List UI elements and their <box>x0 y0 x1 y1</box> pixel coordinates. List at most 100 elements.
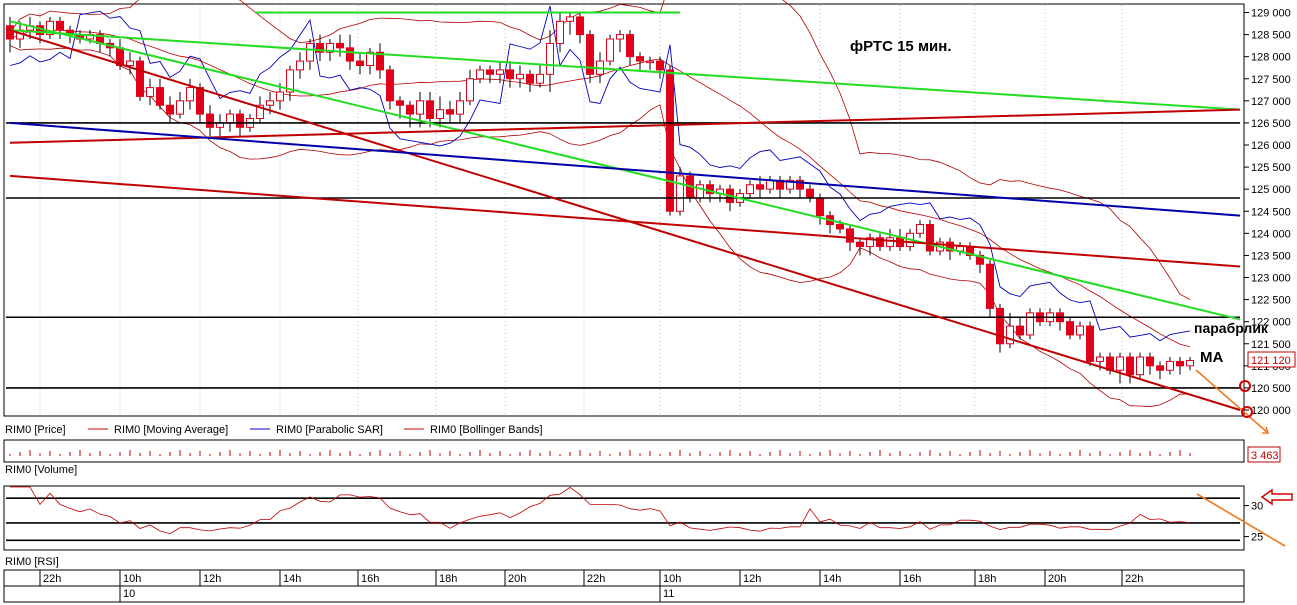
bull-candle <box>326 42 334 53</box>
price-tick-label: 126 500 <box>1251 118 1291 130</box>
bull-candle <box>436 109 444 119</box>
bull-candle <box>516 73 524 80</box>
price-tick-label: 125 000 <box>1251 184 1291 196</box>
legend-moving-average: RIM0 [Moving Average] <box>114 424 228 436</box>
bear-candle <box>6 25 14 40</box>
bear-candle <box>426 100 434 120</box>
time-tick-label: 12h <box>743 573 761 585</box>
rsi-line <box>10 486 1191 535</box>
price-tick-label: 122 500 <box>1251 295 1291 307</box>
bear-candle <box>206 113 214 128</box>
volume-last-label: 3 463 <box>1251 450 1279 462</box>
parabolic-annotation: парабрлик <box>1194 320 1269 336</box>
legend-bollinger-bands: RIM0 [Bollinger Bands] <box>430 424 543 436</box>
bear-candle <box>136 60 144 97</box>
bull-candle <box>306 42 314 62</box>
bull-candle <box>126 60 134 66</box>
red-trendline-rising <box>9 108 1241 144</box>
bear-candle <box>336 42 344 49</box>
price-tick-label: 125 500 <box>1251 162 1291 174</box>
bear-candle <box>1066 321 1074 336</box>
bull-candle <box>1006 325 1014 345</box>
bear-candle <box>236 113 244 128</box>
bear-candle <box>856 241 864 248</box>
bear-candle <box>166 104 174 115</box>
legend-parabolic-sar: RIM0 [Parabolic SAR] <box>276 424 383 436</box>
parabolic-sar-line <box>9 5 1191 342</box>
bear-candle <box>816 197 824 217</box>
blue-trendline <box>9 121 1241 217</box>
bear-candle <box>316 42 324 53</box>
price-tick-label: 128 000 <box>1251 52 1291 64</box>
red-trendline-lower <box>9 29 1241 411</box>
price-tick-label: 129 000 <box>1251 8 1291 20</box>
volume-panel-frame <box>3 439 1245 463</box>
chart-title: фРТС 15 мин. <box>850 38 952 55</box>
bull-candle <box>556 20 564 44</box>
bull-candle <box>296 60 304 71</box>
bear-candle <box>626 34 634 58</box>
bollinger-upper-band <box>9 0 1191 300</box>
bull-candle <box>676 175 684 212</box>
price-tick-label: 120 000 <box>1251 405 1291 417</box>
bull-candle <box>1116 356 1124 371</box>
bull-candle <box>1166 360 1174 371</box>
legend-rsi: RIM0 [RSI] <box>5 556 59 568</box>
bear-candle <box>1176 360 1184 367</box>
bull-candle <box>256 104 264 119</box>
bull-candle <box>1096 356 1104 362</box>
price-tick-label: 124 000 <box>1251 228 1291 240</box>
price-panel-frame <box>3 3 1245 417</box>
rsi-panel-frame <box>3 485 1245 551</box>
price-tick-label: 127 000 <box>1251 96 1291 108</box>
time-tick-label: 10h <box>663 573 681 585</box>
time-tick-label: 18h <box>978 573 996 585</box>
bear-candle <box>406 104 414 115</box>
bull-candle <box>186 87 194 102</box>
green-trendline-steep <box>9 20 1241 321</box>
price-tick-label: 123 000 <box>1251 273 1291 285</box>
bull-candle <box>456 100 464 115</box>
bull-candle <box>606 38 614 62</box>
bull-candle <box>46 20 54 36</box>
price-tick-label: 121 500 <box>1251 339 1291 351</box>
price-tick-label: 127 500 <box>1251 74 1291 86</box>
time-tick-label: 16h <box>361 573 379 585</box>
bear-candle <box>356 60 364 66</box>
time-tick-label: 16h <box>903 573 921 585</box>
rsi-tick-label: 25 <box>1251 532 1263 544</box>
bear-candle <box>846 228 854 243</box>
bull-candle <box>546 42 554 75</box>
bear-candle <box>666 69 674 212</box>
bear-candle <box>1086 325 1094 362</box>
bull-candle <box>566 16 574 22</box>
bear-candle <box>586 34 594 75</box>
time-tick-label: 22h <box>43 573 61 585</box>
bear-candle <box>1126 356 1134 376</box>
volume-badge <box>1247 446 1281 463</box>
bull-candle <box>466 78 474 102</box>
bull-candle <box>786 179 794 190</box>
bear-candle <box>1016 325 1024 336</box>
last-price-badge <box>1247 351 1296 368</box>
price-tick-label: 123 500 <box>1251 250 1291 262</box>
indicator-overlays <box>6 11 1241 411</box>
time-tick-label: 20h <box>1048 573 1066 585</box>
bull-candle <box>146 87 154 97</box>
bear-candle <box>396 100 404 106</box>
bull-candle <box>1026 312 1034 336</box>
bull-candle <box>916 224 924 234</box>
bear-candle <box>56 20 64 31</box>
bull-candle <box>766 179 774 190</box>
legend-price: RIM0 [Price] <box>5 424 66 436</box>
price-projection-arrowhead <box>1262 426 1270 434</box>
bear-candle <box>1146 356 1154 367</box>
time-tick-label: 10h <box>123 573 141 585</box>
price-legend: RIM0 [Price] RIM0 [Moving Average] RIM0 … <box>5 424 543 436</box>
time-tick-label: 18h <box>439 573 457 585</box>
bull-candle <box>496 69 504 75</box>
bear-candle <box>506 69 514 80</box>
time-tick-label: 14h <box>823 573 841 585</box>
time-tick-label: 12h <box>203 573 221 585</box>
